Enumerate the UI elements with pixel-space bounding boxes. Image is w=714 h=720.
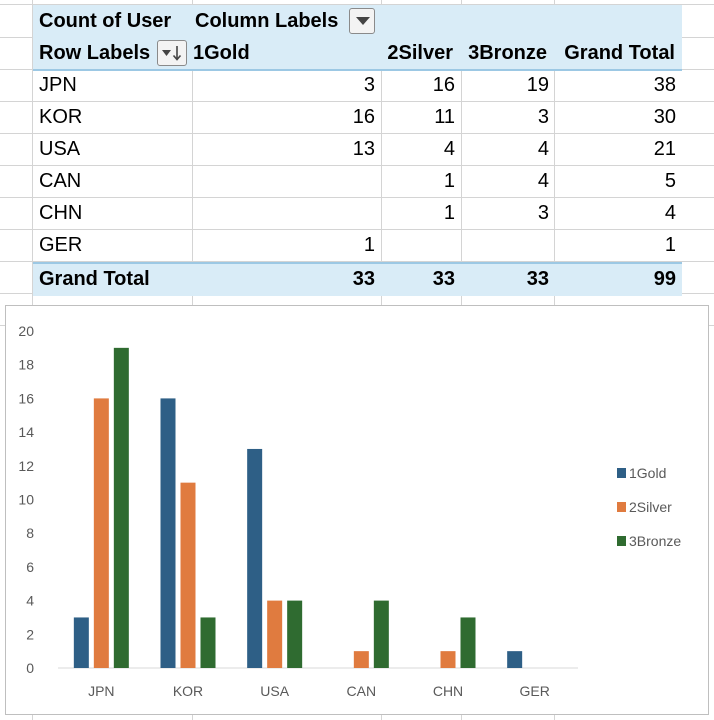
values-caption[interactable]: Count of User	[39, 10, 172, 32]
legend-label: 1Gold	[629, 465, 666, 481]
cell-silver[interactable]: 1	[443, 202, 455, 224]
y-tick-label: 18	[18, 357, 34, 373]
pivot-total-band	[33, 262, 682, 296]
bar-3bronze-jpn	[113, 347, 129, 668]
row-labels-caption[interactable]: Row Labels	[39, 42, 151, 64]
bar-1gold-jpn	[73, 617, 89, 668]
sort-filter-icon	[162, 46, 182, 61]
row-label[interactable]: GER	[39, 234, 83, 256]
bar-3bronze-kor	[200, 617, 216, 668]
row-label[interactable]: JPN	[39, 74, 77, 96]
y-tick-label: 10	[18, 492, 34, 508]
x-tick-label: GER	[519, 683, 549, 699]
column-header-silver[interactable]: 2Silver	[387, 42, 453, 64]
bar-2silver-jpn	[93, 398, 109, 668]
row-label[interactable]: CAN	[39, 170, 82, 192]
legend-swatch	[617, 468, 626, 478]
row-label[interactable]: USA	[39, 138, 81, 160]
cell-gold[interactable]	[193, 197, 375, 229]
dropdown-arrow-icon	[356, 17, 370, 25]
cell-silver[interactable]: 11	[434, 106, 455, 128]
y-tick-label: 12	[18, 458, 34, 474]
bar-3bronze-chn	[460, 617, 476, 668]
y-tick-label: 6	[26, 559, 34, 575]
x-tick-label: KOR	[173, 683, 203, 699]
chart-plot: 0 2 4 6 8 10 12 14 16 18 20 JPN KOR USA CAN CHN GER 1Gold…	[18, 323, 681, 699]
cell-grand-total[interactable]: 21	[653, 138, 676, 160]
cell-gold[interactable]: 1	[363, 234, 375, 256]
cell-silver[interactable]: 16	[432, 74, 455, 96]
cell-bronze[interactable]: 19	[526, 74, 549, 96]
cell-gold[interactable]	[193, 165, 375, 197]
cell-grand-total[interactable]: 1	[664, 234, 676, 256]
y-tick-label: 4	[26, 593, 34, 609]
y-tick-label: 20	[18, 323, 34, 339]
total-bronze[interactable]: 33	[526, 268, 549, 290]
row-label[interactable]: KOR	[39, 106, 83, 128]
cell-bronze[interactable]: 4	[537, 138, 549, 160]
bar-1gold-kor	[160, 398, 176, 668]
column-header-gold[interactable]: 1Gold	[193, 42, 250, 64]
cell-gold[interactable]: 3	[363, 74, 375, 96]
x-tick-label: CAN	[347, 683, 377, 699]
cell-grand-total[interactable]: 5	[664, 170, 676, 192]
row-label[interactable]: CHN	[39, 202, 83, 224]
column-header-bronze[interactable]: 3Bronze	[468, 42, 547, 64]
cell-grand-total[interactable]: 30	[653, 106, 676, 128]
total-silver[interactable]: 33	[432, 268, 455, 290]
cell-bronze[interactable]	[461, 229, 549, 261]
x-tick-label: JPN	[88, 683, 114, 699]
grand-total-label[interactable]: Grand Total	[39, 268, 150, 290]
column-labels-caption[interactable]: Column Labels	[195, 10, 339, 32]
total-gold[interactable]: 33	[352, 268, 375, 290]
cell-silver[interactable]: 1	[443, 170, 455, 192]
legend-label: 2Silver	[629, 499, 672, 515]
x-tick-label: CHN	[433, 683, 463, 699]
bar-2silver-can	[353, 651, 369, 668]
y-tick-label: 16	[18, 390, 34, 406]
y-tick-label: 2	[26, 626, 34, 642]
pivot-chart[interactable]: 0 2 4 6 8 10 12 14 16 18 20 JPN KOR USA CAN CHN GER 1Gold…	[5, 305, 709, 715]
legend-swatch	[617, 502, 626, 512]
bar-1gold-usa	[247, 448, 263, 668]
bar-2silver-usa	[267, 600, 283, 668]
cell-gold[interactable]: 13	[352, 138, 375, 160]
bar-1gold-ger	[507, 651, 523, 668]
row-labels-sort-filter-button[interactable]	[157, 40, 187, 66]
x-tick-label: USA	[260, 683, 289, 699]
legend-label: 3Bronze	[629, 533, 681, 549]
cell-bronze[interactable]: 4	[537, 170, 549, 192]
y-tick-label: 8	[26, 525, 34, 541]
cell-grand-total[interactable]: 4	[664, 202, 676, 224]
cell-silver[interactable]	[381, 229, 455, 261]
bar-3bronze-can	[373, 600, 389, 668]
bar-3bronze-usa	[287, 600, 303, 668]
pivot-table: Count of User Column Labels Row Labels 1…	[33, 5, 682, 296]
cell-silver[interactable]: 4	[443, 138, 455, 160]
cell-bronze[interactable]: 3	[537, 106, 549, 128]
column-header-grand-total[interactable]: Grand Total	[564, 42, 675, 64]
y-tick-label: 14	[18, 424, 34, 440]
cell-gold[interactable]: 16	[352, 106, 375, 128]
bar-2silver-chn	[440, 651, 456, 668]
cell-grand-total[interactable]: 38	[653, 74, 676, 96]
column-labels-filter-button[interactable]	[349, 8, 375, 34]
legend-swatch	[617, 536, 626, 546]
bar-2silver-kor	[180, 482, 196, 668]
y-tick-label: 0	[26, 660, 34, 676]
total-grand-total[interactable]: 99	[653, 268, 676, 290]
cell-bronze[interactable]: 3	[537, 202, 549, 224]
